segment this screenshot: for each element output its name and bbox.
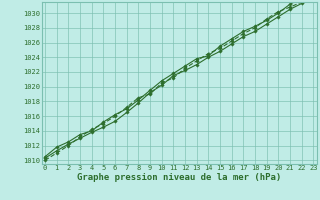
X-axis label: Graphe pression niveau de la mer (hPa): Graphe pression niveau de la mer (hPa) xyxy=(77,173,281,182)
